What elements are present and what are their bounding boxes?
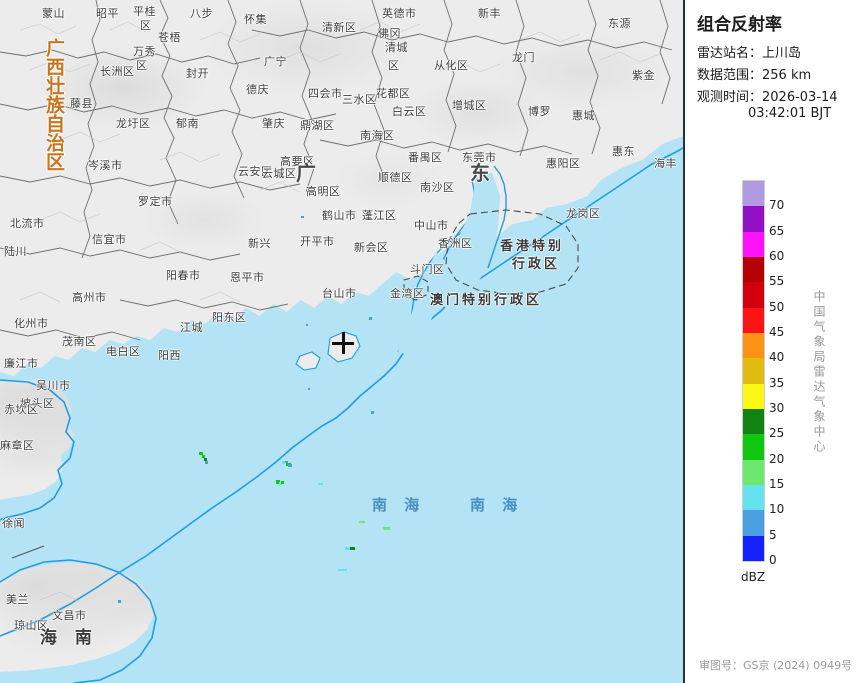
boundary-hongkong-sar [445, 209, 579, 295]
colorbar-tick-15: 15 [769, 477, 785, 491]
colorbar-band-50-55 [743, 282, 764, 308]
radar-echo-cell [371, 411, 374, 414]
colorbar-tick-35: 35 [769, 375, 785, 390]
colorbar-tick-60: 60 [769, 249, 785, 263]
colorbar-band-35-40 [743, 358, 764, 384]
colorbar-tick-40: 40 [769, 350, 785, 365]
administrative-boundaries [0, 0, 673, 341]
colorbar-tick-45: 45 [769, 325, 785, 339]
colorbar-tick-20: 20 [769, 451, 785, 466]
colorbar-tick-70: 70 [769, 198, 785, 213]
colorbar-band-15-20 [743, 459, 764, 485]
island-shangchuan [327, 331, 361, 363]
colorbar-band-30-35 [743, 383, 764, 409]
water-inlet-estuary [438, 172, 500, 318]
colorbar-tick-10: 10 [769, 502, 785, 517]
colorbar-unit-label: dBZ [741, 570, 766, 584]
boundary-macau-sar [403, 275, 429, 301]
radar-echo-cell [199, 452, 203, 455]
radar-echo-cell [281, 481, 284, 484]
radar-echo-cell [301, 216, 304, 218]
radar-echo-cell [345, 547, 350, 550]
colorbar-tick-labels: 70 65 60 55 50 45 40 35 30 25 20 15 10 5 0 [769, 180, 829, 567]
scale-bar-line [11, 545, 45, 559]
coastline-estuary-east [487, 165, 507, 269]
reflectivity-colorbar [742, 180, 765, 562]
colorbar-band-40-45 [743, 332, 764, 359]
colorbar-band-65-70 [743, 206, 764, 232]
radar-echo-cell [282, 461, 285, 464]
hainan-island-landmass [0, 562, 154, 672]
meta-row-range: 数据范围：256 km [697, 64, 811, 83]
colorbar-band-70-75 [743, 181, 764, 207]
colorbar-tick-50: 50 [769, 299, 785, 314]
coastline-mainland [0, 147, 683, 637]
radar-echo-cell [63, 389, 66, 391]
radar-echo-cell [276, 480, 280, 484]
radar-echo-cell [204, 458, 207, 461]
colorbar-band-10-15 [743, 484, 764, 511]
info-side-panel: 组合反射率 雷达站名：上川岛 数据范围：256 km 观测时间：2026-03-… [685, 0, 860, 683]
radar-echo-cell [118, 600, 121, 603]
colorbar-band-20-25 [743, 434, 764, 460]
map-vector-overlay [0, 0, 683, 683]
meta-label-time: 观测时间： [697, 90, 763, 105]
coastline-hainan [0, 559, 157, 683]
meta-row-time: 观测时间：2026-03-14 [697, 86, 838, 105]
organization-label: 中国气象局雷达气象中心 [812, 290, 826, 455]
colorbar-tick-30: 30 [769, 401, 785, 415]
colorbar-tick-65: 65 [769, 223, 785, 238]
coastline-leizhou [0, 379, 75, 521]
terrain-shading [19, 21, 661, 603]
meta-value-date: 2026-03-14 [762, 90, 838, 105]
radar-echo-cell [288, 464, 292, 467]
map-approval-number: 审图号：GS京 (2024) 0949号 [699, 659, 853, 672]
colorbar-tick-0: 0 [769, 553, 777, 567]
radar-echo-cell [318, 483, 323, 485]
radar-echo-cell [285, 461, 288, 463]
radar-echo-cell [383, 527, 390, 530]
meta-label-range: 数据范围： [697, 68, 763, 83]
radar-echo-cell [308, 388, 310, 390]
radar-echo-cell [369, 317, 372, 320]
product-title: 组合反射率 [697, 15, 782, 35]
water-inlet-west-bay [398, 252, 446, 356]
radar-echo-cell [202, 455, 205, 458]
radar-echo-cell [359, 521, 365, 523]
meta-value-station: 上川岛 [762, 46, 802, 61]
colorbar-tick-5: 5 [769, 527, 777, 542]
colorbar-band-55-60 [743, 256, 764, 283]
meta-row-station: 雷达站名：上川岛 [697, 42, 801, 61]
radar-map-panel[interactable]: 蒙山 昭平 平桂区八步 怀集 清新区 英德市 新丰 东源 苍梧 万秀区长洲区 封开 广宁 佛冈 清城区从化… [0, 0, 685, 683]
meta-value-time: 03:42:01 BJT [748, 106, 832, 121]
radar-echo-cell [306, 324, 308, 326]
radar-echo-cell [279, 482, 282, 485]
colorbar-band-60-65 [743, 231, 764, 257]
radar-echo-cell [350, 547, 355, 550]
colorbar-tick-25: 25 [769, 426, 785, 441]
colorbar-band-0-5 [743, 535, 764, 561]
radar-echo-cell [338, 569, 347, 571]
colorbar-tick-55: 55 [769, 274, 785, 289]
colorbar-band-45-50 [743, 307, 764, 333]
radar-echo-cell [205, 461, 208, 464]
island-xiachuan [295, 351, 321, 371]
colorbar-band-5-10 [743, 510, 764, 536]
meta-label-station: 雷达站名： [697, 46, 763, 61]
meta-value-range: 256 km [762, 68, 812, 83]
colorbar-band-25-30 [743, 408, 764, 435]
